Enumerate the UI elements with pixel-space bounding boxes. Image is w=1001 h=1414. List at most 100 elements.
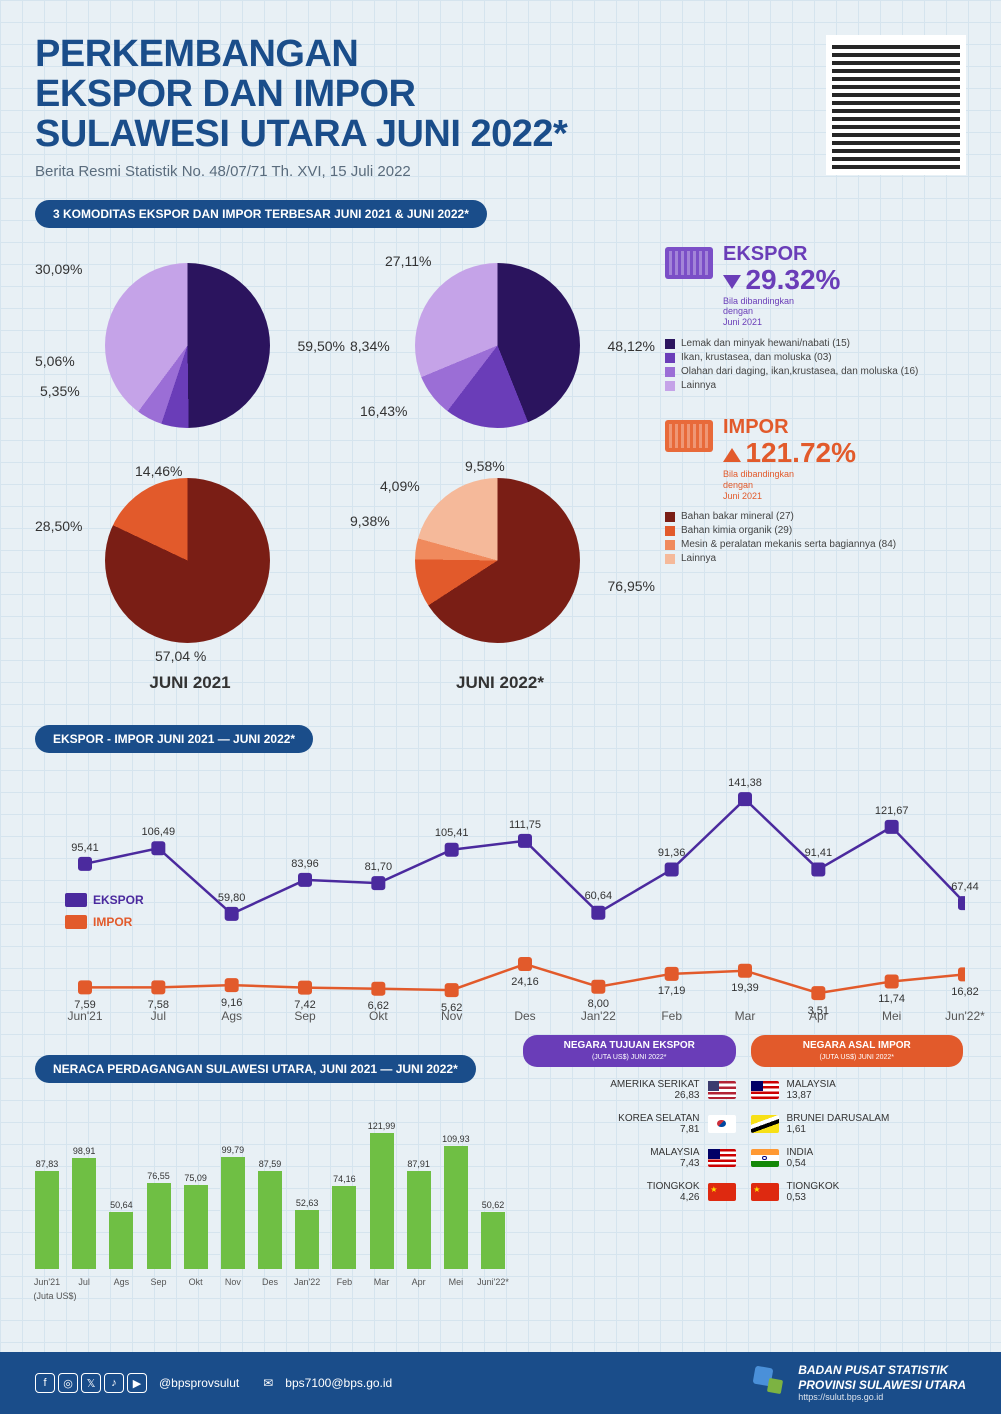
bar-value-label: 87,91 xyxy=(407,1159,430,1169)
line-value-label: 105,41 xyxy=(435,827,469,839)
bar xyxy=(444,1146,468,1269)
col-label-2022: JUNI 2022* xyxy=(345,673,655,693)
bps-logo-icon xyxy=(752,1365,788,1401)
slice-label: 76,95% xyxy=(608,578,655,594)
legend-item: Lainnya xyxy=(665,380,965,391)
flag-icon xyxy=(708,1115,736,1133)
x-axis-label: Okt xyxy=(369,1009,388,1023)
bar-value-label: 98,91 xyxy=(73,1146,96,1156)
ekspor-title: EKSPOR xyxy=(723,243,807,265)
tiktok-icon[interactable]: ♪ xyxy=(104,1373,124,1393)
facebook-icon[interactable]: f xyxy=(35,1373,55,1393)
bar xyxy=(481,1212,505,1268)
bar xyxy=(407,1171,431,1269)
x-axis-label: Des xyxy=(262,1277,278,1287)
youtube-icon[interactable]: ▶ xyxy=(127,1373,147,1393)
ekspor-legend: Lemak dan minyak hewani/nabati (15) Ikan,… xyxy=(665,338,965,391)
bar xyxy=(221,1157,245,1268)
bar-value-label: 52,63 xyxy=(296,1198,319,1208)
line-value-label: 9,16 xyxy=(221,997,242,1009)
slice-label: 59,50% xyxy=(298,338,345,354)
bar-value-label: 99,79 xyxy=(222,1145,245,1155)
footer-org1: BADAN PUSAT STATISTIK xyxy=(798,1363,966,1377)
x-axis-label: Nov xyxy=(441,1009,462,1023)
slice-label: 27,11% xyxy=(385,253,431,269)
country-row: ★TIONGKOK0,53 xyxy=(751,1181,964,1203)
line-value-label: 60,64 xyxy=(585,890,613,902)
page-title: PERKEMBANGAN EKSPOR DAN IMPOR SULAWESI U… xyxy=(35,35,567,155)
slice-label: 57,04 % xyxy=(155,648,206,664)
subtitle: Berita Resmi Statistik No. 48/07/71 Th. … xyxy=(35,163,567,180)
line-chart: EKSPOR IMPOR 95,41106,4959,8083,9681,701… xyxy=(35,763,966,1023)
footer-url: https://sulut.bps.go.id xyxy=(798,1392,966,1403)
impor-pct: 121.72% xyxy=(745,437,856,468)
bar-value-label: 74,16 xyxy=(333,1174,356,1184)
qr-code xyxy=(826,35,966,175)
x-axis-label: Jun'21 xyxy=(68,1009,103,1023)
flag-icon xyxy=(751,1115,779,1133)
legend-item: Ikan, krustasea, dan moluska (03) xyxy=(665,352,965,363)
bar xyxy=(72,1158,96,1268)
x-axis-label: Jun'21 xyxy=(34,1277,60,1287)
x-axis-label: Mar xyxy=(735,1009,756,1023)
line-value-label: 11,74 xyxy=(878,993,905,1005)
export-country-header: NEGARA TUJUAN EKSPOR (JUTA US$) JUNI 202… xyxy=(523,1035,736,1067)
slice-label: 28,50% xyxy=(35,518,82,534)
flag-icon: ★ xyxy=(751,1183,779,1201)
slice-label: 16,43% xyxy=(360,403,407,419)
bar xyxy=(370,1133,394,1269)
slice-label: 8,34% xyxy=(350,338,390,354)
line-value-label: 16,82 xyxy=(951,986,979,998)
bar xyxy=(35,1171,59,1269)
country-row: INDIA0,54 xyxy=(751,1147,964,1169)
line-value-label: 111,75 xyxy=(509,819,541,831)
line-section-label: EKSPOR - IMPOR JUNI 2021 — JUNI 2022* xyxy=(35,725,313,753)
import-country-header: NEGARA ASAL IMPOR (JUTA US$) JUNI 2022* xyxy=(751,1035,964,1067)
x-axis-label: Nov xyxy=(225,1277,241,1287)
bar-chart: 87,83Jun'2198,91Jul50,64Ags76,55Sep75,09… xyxy=(35,1095,505,1295)
slice-label: 9,38% xyxy=(350,513,390,529)
instagram-icon[interactable]: ◎ xyxy=(58,1373,78,1393)
bar xyxy=(184,1185,208,1269)
line-value-label: 91,41 xyxy=(805,847,833,859)
line-value-label: 83,96 xyxy=(291,858,319,870)
col-label-2021: JUNI 2021 xyxy=(35,673,345,693)
social-icons: f ◎ 𝕏 ♪ ▶ xyxy=(35,1373,147,1393)
x-axis-label: Apr xyxy=(809,1009,828,1023)
legend-item: Olahan dari daging, ikan,krustasea, dan … xyxy=(665,366,965,377)
arrow-down-icon xyxy=(723,275,741,289)
x-axis-label: Jul xyxy=(78,1277,90,1287)
twitter-icon[interactable]: 𝕏 xyxy=(81,1373,101,1393)
slice-label: 9,58% xyxy=(465,458,505,474)
bar-value-label: 87,83 xyxy=(36,1159,59,1169)
country-row: MALAYSIA7,43 xyxy=(523,1147,736,1169)
slice-label: 30,09% xyxy=(35,261,82,277)
bar xyxy=(258,1171,282,1269)
footer-email: bps7100@bps.go.id xyxy=(285,1376,392,1390)
x-axis-label: Mei xyxy=(449,1277,464,1287)
line-value-label: 59,80 xyxy=(218,892,246,904)
slice-label: 48,12% xyxy=(608,338,655,354)
line-value-label: 121,67 xyxy=(875,805,909,817)
container-icon xyxy=(665,247,713,279)
x-axis-label: Ags xyxy=(221,1009,242,1023)
pie-import-2021: 14,46% 28,50% 57,04 % xyxy=(35,458,345,673)
slice-label: 5,35% xyxy=(40,383,80,399)
flag-icon: ★ xyxy=(708,1183,736,1201)
country-row: KOREA SELATAN7,81 xyxy=(523,1113,736,1135)
x-axis-label: Jul xyxy=(151,1009,166,1023)
flag-icon xyxy=(751,1081,779,1099)
legend-item: Lemak dan minyak hewani/nabati (15) xyxy=(665,338,965,349)
ekspor-stat: EKSPOR 29.32% Bila dibandingkan dengan J… xyxy=(665,243,965,391)
country-row: MALAYSIA13,87 xyxy=(751,1079,964,1101)
x-axis-label: Juni'22* xyxy=(477,1277,509,1287)
flag-icon xyxy=(708,1081,736,1099)
bar-value-label: 121,99 xyxy=(368,1121,396,1131)
x-axis-label: Jan'22 xyxy=(581,1009,616,1023)
bar xyxy=(332,1186,356,1269)
line-value-label: 95,41 xyxy=(71,842,99,854)
container-icon xyxy=(665,420,713,452)
bar-section-label: NERACA PERDAGANGAN SULAWESI UTARA, JUNI … xyxy=(35,1055,476,1083)
flag-icon xyxy=(751,1149,779,1167)
country-row: TIONGKOK4,26★ xyxy=(523,1181,736,1203)
